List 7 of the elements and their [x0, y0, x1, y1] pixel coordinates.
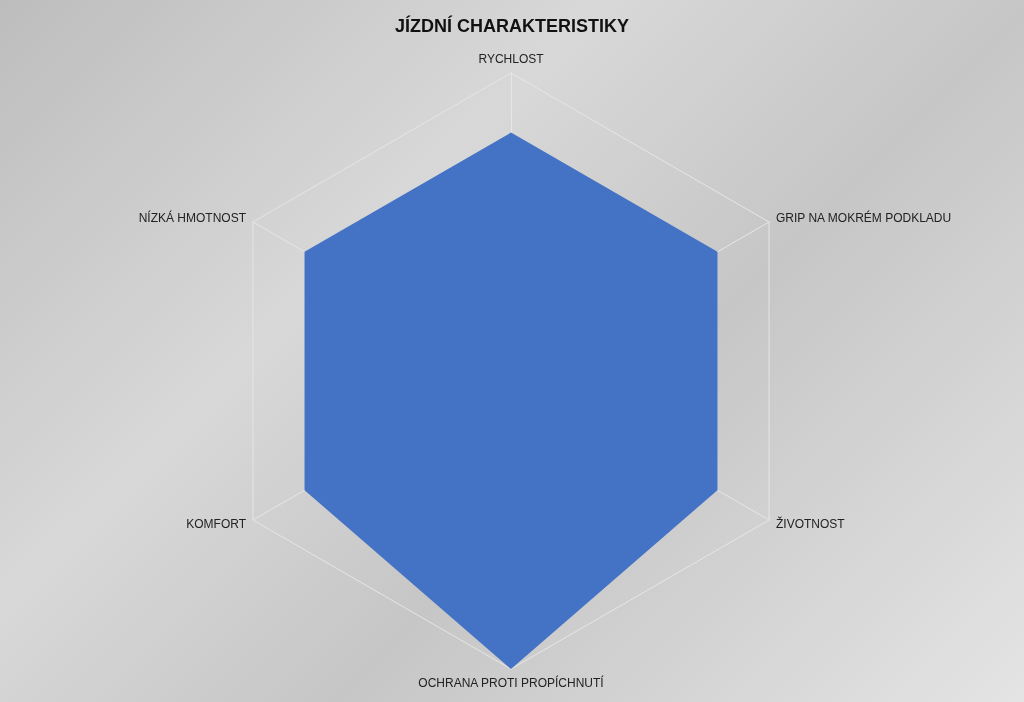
- spoke-label: NÍZKÁ HMOTNOST: [138, 210, 247, 225]
- spoke-label: ŽIVOTNOST: [776, 516, 846, 531]
- spoke-label: OCHRANA PROTI PROPÍCHNUTÍ: [418, 675, 605, 690]
- spoke-label: GRIP NA MOKRÉM PODKLADU: [776, 210, 952, 225]
- spoke-label: RYCHLOST: [478, 52, 545, 66]
- spoke-label: KOMFORT: [186, 517, 247, 531]
- chart-title: JÍZDNÍ CHARAKTERISTIKY: [394, 15, 630, 36]
